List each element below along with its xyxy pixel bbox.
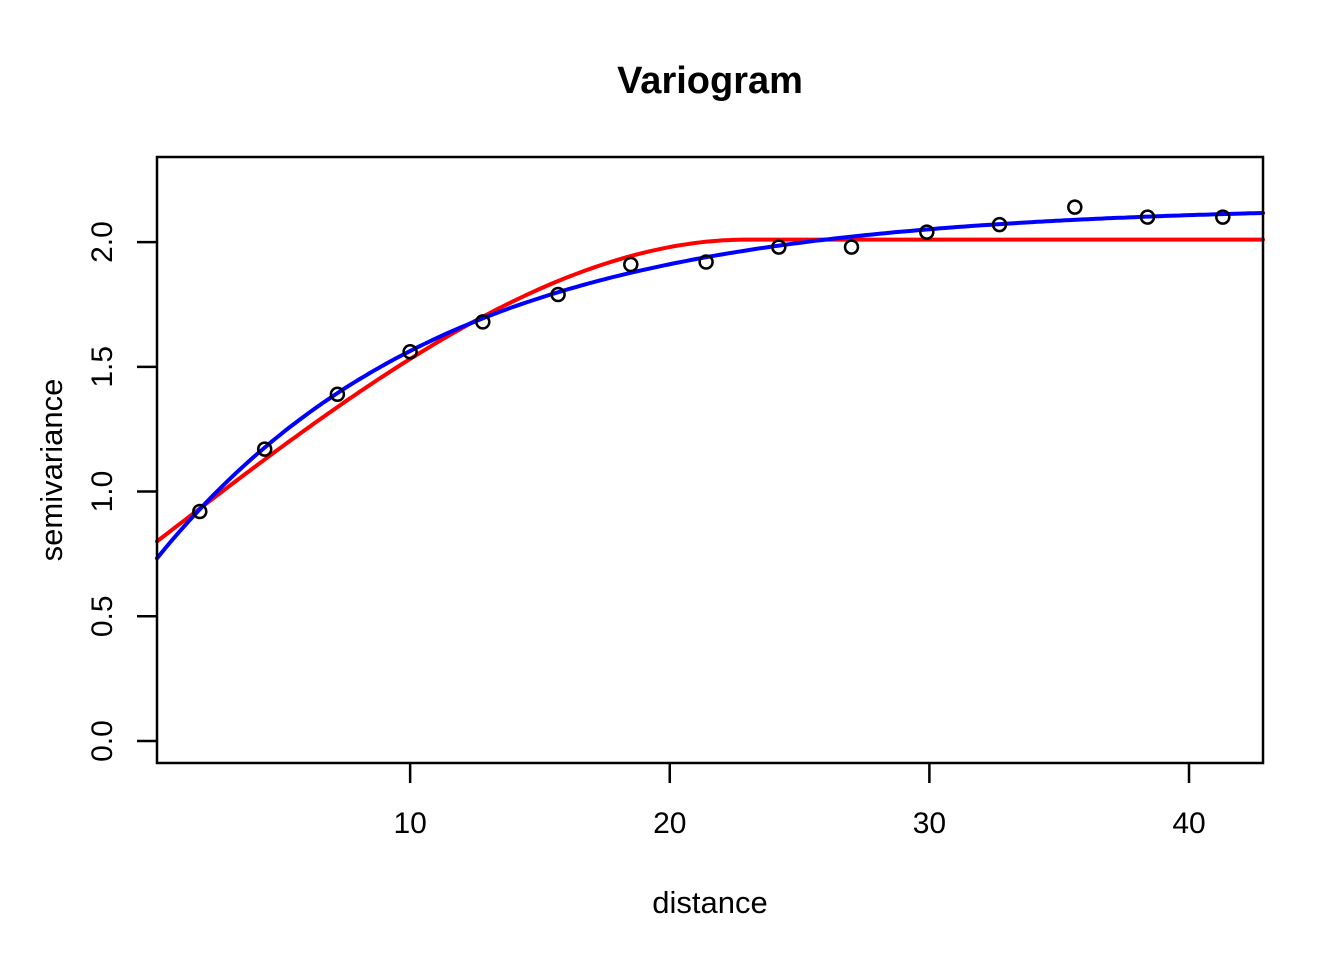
plot-title: Variogram: [617, 60, 803, 102]
x-axis-label: distance: [652, 885, 767, 920]
empirical-variogram-point: [1139, 209, 1156, 225]
empirical-variogram-point: [623, 256, 639, 273]
empirical-variogram-point: [1067, 199, 1083, 215]
y-tick-label: 1.5: [86, 346, 119, 388]
y-tick-label: 2.0: [86, 221, 119, 263]
empirical-variogram-point: [919, 224, 935, 240]
spherical-fit-line: [155, 237, 1265, 544]
y-tick-label: 0.5: [86, 595, 119, 637]
empirical-variogram-point: [329, 386, 346, 403]
empirical-variogram-point: [843, 239, 860, 255]
plot-box: [155, 155, 1265, 765]
empirical-variogram-point: [991, 216, 1008, 233]
fit-lines-layer: [155, 211, 1265, 561]
y-tick-label: 1.0: [86, 471, 119, 513]
empirical-variogram-point: [475, 314, 491, 330]
exponential-fit-line: [155, 211, 1265, 561]
empirical-variogram-point: [192, 503, 208, 520]
empirical-variogram-point: [1215, 209, 1231, 225]
empirical-variogram-point: [550, 286, 566, 303]
axes-layer: 10 20 30 40 0.0 0.5 1.0 1.5 2.0: [86, 221, 1206, 840]
empirical-variogram-point: [771, 239, 787, 255]
x-tick-label: 20: [653, 807, 686, 840]
x-tick-label: 40: [1172, 807, 1205, 840]
empirical-variogram-point: [698, 254, 714, 270]
x-tick-label: 30: [913, 807, 946, 840]
y-tick-label: 0.0: [86, 720, 119, 762]
empirical-variogram-point: [256, 441, 273, 457]
empirical-variogram-point: [402, 344, 418, 360]
x-tick-label: 10: [393, 807, 426, 840]
empirical-points-layer: [192, 199, 1231, 520]
y-axis-label: semivariance: [34, 379, 69, 562]
